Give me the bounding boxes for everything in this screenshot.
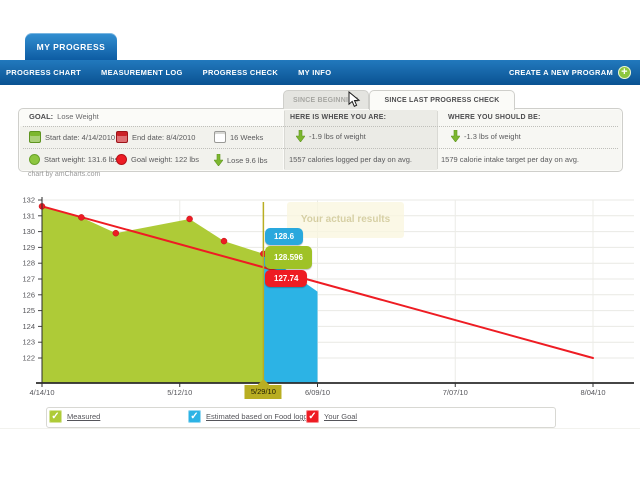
here-weight-text: -1.9 lbs of weight [309, 131, 366, 141]
should-calories-item: 1579 calorie intake target per day on av… [441, 155, 579, 164]
y-axis-label: 127 [22, 275, 35, 284]
goal-heading: GOAL: Lose Weight [29, 112, 99, 121]
goal-value: Lose Weight [57, 112, 99, 121]
y-axis-label: 129 [22, 243, 35, 252]
end-date-item: End date: 8/4/2010 [116, 131, 195, 143]
legend-label[interactable]: Estimated based on Food logging [206, 412, 318, 421]
measurement-dot [38, 203, 46, 210]
nav-item-progress-check[interactable]: PROGRESS CHECK [202, 68, 279, 77]
balloon-stack: 128.6 128.596 127.74 [265, 228, 312, 287]
should-weight-item: -1.3 lbs of weight [451, 130, 521, 142]
tab-since-beginning[interactable]: SINCE BEGINNING [283, 90, 369, 109]
row-divider-2 [23, 148, 618, 149]
legend-checkbox-estimated-based-on-food-logging[interactable]: ✓ [188, 410, 201, 423]
y-axis-label: 124 [22, 322, 35, 331]
y-axis-label: 131 [22, 211, 35, 220]
start-date-calendar-icon [29, 131, 41, 143]
tab-since-last-progress-check[interactable]: SINCE LAST PROGRESS CHECK [369, 90, 515, 110]
end-date-text: End date: 8/4/2010 [132, 132, 196, 142]
create-new-program-label: CREATE A NEW PROGRAM [508, 68, 613, 77]
start-weight-dot-icon [29, 154, 40, 165]
here-calories-item: 1557 calories logged per day on avg. [289, 155, 412, 164]
amcharts-credit: chart by amCharts.com [28, 171, 101, 178]
legend-checkbox-measured[interactable]: ✓ [49, 410, 62, 423]
end-date-calendar-icon [116, 131, 128, 143]
y-axis-label: 125 [22, 306, 35, 315]
here-calories-text: 1557 calories logged per day on avg. [289, 155, 413, 164]
plus-icon: + [618, 66, 631, 79]
cursor-balloon-measured: 128.596 [265, 246, 312, 269]
should-title: WHERE YOU SHOULD BE: [448, 114, 541, 121]
here-column-bg [284, 110, 437, 170]
x-axis-label-5-12-10: 5/12/10 [167, 388, 193, 397]
main-nav-bar: PROGRESS CHART MEASUREMENT LOG PROGRESS CH… [0, 60, 640, 85]
start-date-text: Start date: 4/14/2010 [45, 132, 116, 142]
measurement-dot [78, 214, 85, 221]
should-weight-text: -1.3 lbs of weight [464, 131, 521, 141]
should-calories-text: 1579 calorie intake target per day on av… [441, 155, 580, 164]
duration-calendar-icon [214, 131, 226, 143]
y-axis-label: 123 [22, 338, 35, 347]
measurement-dot [112, 229, 120, 237]
row-divider [23, 126, 618, 127]
x-axis-label-4-14-10: 4/14/10 [29, 388, 55, 397]
mouse-cursor [348, 91, 361, 107]
x-axis-label-8-04-10: 8/04/10 [580, 388, 606, 397]
nav-item-my-info[interactable]: MY INFO [298, 68, 332, 77]
lose-text: Lose 9.6 lbs [227, 155, 268, 165]
y-axis-label: 122 [22, 354, 35, 363]
here-title: HERE IS WHERE YOU ARE: [290, 114, 387, 121]
bottom-divider [0, 428, 640, 429]
summary-panel: GOAL: Lose Weight Start date: 4/14/2010 … [18, 108, 623, 172]
legend-item-measured[interactable]: ✓ Measured [49, 410, 100, 423]
duration-text: 16 Weeks [230, 132, 264, 142]
legend-label[interactable]: Measured [67, 412, 101, 421]
goal-weight-dot-icon [116, 154, 127, 165]
create-new-program-button[interactable]: CREATE A NEW PROGRAM + [509, 66, 640, 79]
start-date-item: Start date: 4/14/2010 [29, 131, 115, 143]
y-axis-label: 126 [22, 290, 35, 299]
y-axis-label: 128 [22, 259, 35, 268]
goal-label: GOAL: [29, 112, 54, 121]
legend-label[interactable]: Your Goal [324, 412, 358, 421]
start-weight-text: Start weight: 131.6 lbs [44, 155, 119, 164]
legend-item-your-goal[interactable]: ✓ Your Goal [306, 410, 357, 423]
x-axis-label-7-07-10: 7/07/10 [442, 388, 468, 397]
down-arrow-icon [214, 154, 223, 166]
cursor-balloon-your-goal: 127.74 [265, 270, 308, 287]
column-divider [284, 111, 285, 169]
y-axis-label: 130 [22, 227, 35, 236]
column-divider-2 [437, 111, 438, 169]
lose-item: Lose 9.6 lbs [214, 154, 267, 166]
y-axis-label: 132 [22, 196, 35, 205]
x-axis-label-6-09-10: 6/09/10 [304, 388, 331, 397]
measurement-dot [186, 215, 193, 223]
legend-checkbox-your-goal[interactable]: ✓ [306, 410, 319, 423]
nav-item-progress-chart[interactable]: PROGRESS CHART [6, 68, 82, 77]
nav-items: PROGRESS CHART MEASUREMENT LOG PROGRESS CH… [0, 68, 331, 77]
start-weight-item: Start weight: 131.6 lbs [29, 154, 118, 165]
goal-weight-item: Goal weight: 122 lbs [116, 154, 199, 165]
duration-item: 16 Weeks [214, 131, 263, 143]
cursor-balloon-estimated-based-on-food-logging: 128.6 [265, 228, 304, 245]
should-column-bg [437, 110, 621, 170]
down-arrow-icon [296, 130, 305, 142]
my-progress-tab[interactable]: MY PROGRESS [25, 33, 117, 60]
nav-item-measurement-log[interactable]: MEASUREMENT LOG [101, 68, 183, 77]
cursor-date-badge: 5/29/10 [244, 379, 282, 399]
legend-item-estimated-based-on-food-logging[interactable]: ✓ Estimated based on Food logging [188, 410, 318, 423]
here-weight-item: -1.9 lbs of weight [296, 130, 366, 142]
down-arrow-icon [451, 130, 460, 142]
measurement-dot [220, 237, 228, 245]
chart-legend: ✓ Measured ✓ Estimated based on Food loggin… [46, 407, 556, 428]
series-area-measured [42, 206, 264, 383]
goal-weight-text: Goal weight: 122 lbs [131, 155, 199, 164]
